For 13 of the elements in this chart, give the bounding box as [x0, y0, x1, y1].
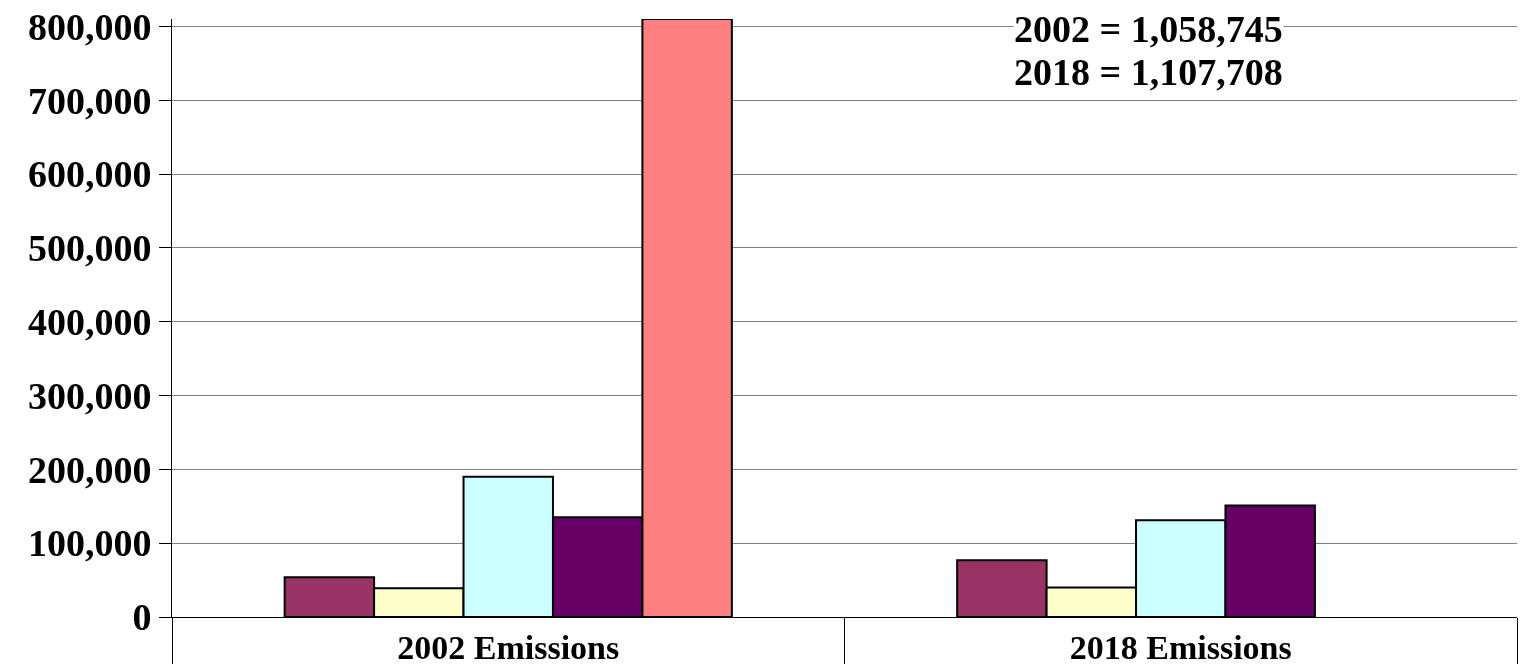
annotation: 2002 = 1,058,745 — [1014, 8, 1283, 50]
y-tick-label: 0 — [132, 596, 152, 639]
y-tick-label: 100,000 — [27, 522, 152, 565]
y-tick-label: 600,000 — [27, 153, 152, 196]
annotation: 2018 = 1,107,708 — [1014, 51, 1283, 93]
y-tick-label: 200,000 — [27, 448, 152, 491]
y-tick-label: 700,000 — [27, 79, 152, 122]
x-tick-label: 2002 Emissions — [397, 628, 620, 666]
y-tick-label: 400,000 — [27, 300, 152, 343]
y-tick-label: 800,000 — [27, 5, 152, 48]
y-tick-label: 300,000 — [27, 374, 152, 417]
x-tick-label: 2018 Emissions — [1069, 628, 1292, 666]
y-tick-label: 500,000 — [27, 227, 152, 270]
